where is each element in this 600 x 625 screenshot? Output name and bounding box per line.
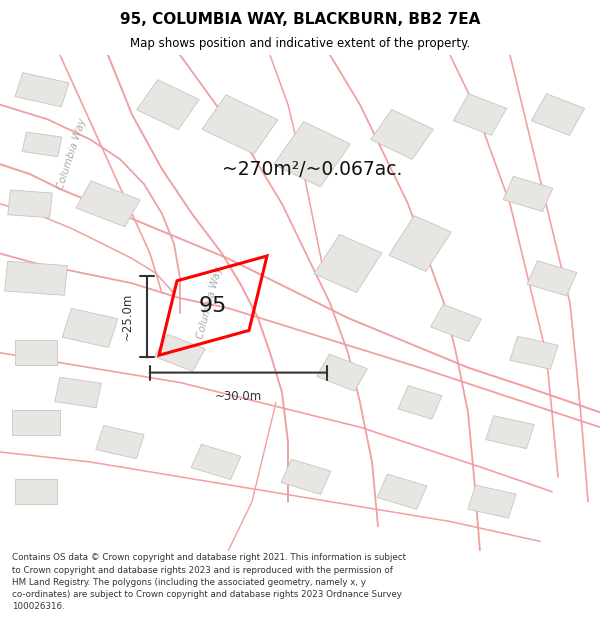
Polygon shape [5,261,67,295]
Text: 95, COLUMBIA WAY, BLACKBURN, BB2 7EA: 95, COLUMBIA WAY, BLACKBURN, BB2 7EA [120,12,480,27]
Polygon shape [398,386,442,419]
Polygon shape [527,261,577,296]
Polygon shape [510,336,558,369]
Polygon shape [155,334,205,371]
Polygon shape [15,479,57,504]
Text: 95: 95 [199,296,227,316]
Polygon shape [281,459,331,494]
Polygon shape [532,94,584,136]
Polygon shape [371,109,433,159]
Polygon shape [191,444,241,479]
Text: Map shows position and indicative extent of the property.: Map shows position and indicative extent… [130,38,470,51]
Polygon shape [62,308,118,348]
Polygon shape [55,378,101,408]
Polygon shape [486,416,534,449]
Polygon shape [314,234,382,292]
Polygon shape [274,122,350,187]
Polygon shape [431,304,481,341]
Text: Columbia Way: Columbia Way [196,266,224,341]
Polygon shape [317,354,367,391]
Polygon shape [15,72,69,107]
Text: Columbia Way: Columbia Way [56,118,88,191]
Text: ~25.0m: ~25.0m [121,293,134,341]
Polygon shape [202,95,278,154]
Polygon shape [22,132,62,157]
Polygon shape [137,79,199,129]
Text: Contains OS data © Crown copyright and database right 2021. This information is : Contains OS data © Crown copyright and d… [12,554,406,611]
Polygon shape [454,94,506,136]
Polygon shape [8,190,52,218]
Polygon shape [377,474,427,509]
Polygon shape [15,341,57,365]
Polygon shape [389,216,451,271]
Text: ~270m²/~0.067ac.: ~270m²/~0.067ac. [222,159,402,179]
Polygon shape [76,181,140,227]
Polygon shape [96,426,144,459]
Polygon shape [12,410,60,434]
Text: ~30.0m: ~30.0m [215,390,262,403]
Polygon shape [468,485,516,518]
Polygon shape [503,176,553,211]
